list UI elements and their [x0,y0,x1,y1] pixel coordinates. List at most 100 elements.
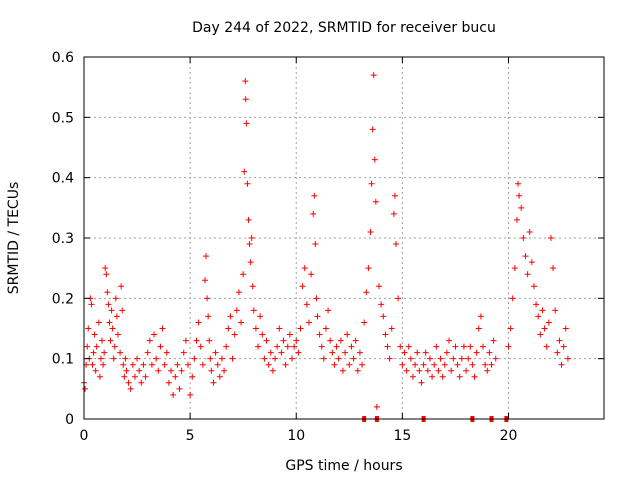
data-point [114,331,121,338]
data-point [111,343,118,350]
data-point [333,343,340,350]
data-point [207,355,214,362]
x-tick-label: 0 [80,428,89,444]
data-point [100,361,107,368]
data-point [161,361,168,368]
data-point [327,337,334,344]
data-point [335,355,342,362]
data-point [148,361,155,368]
data-point [223,343,230,350]
data-point [246,241,253,248]
data-point [295,349,302,356]
data-point [482,361,489,368]
data-point [108,307,115,314]
data-point [233,307,240,314]
data-point [241,168,248,175]
data-point [214,361,221,368]
data-point [368,180,375,187]
data-point [274,343,281,350]
data-point [227,313,234,320]
data-point [172,373,179,380]
data-point [322,325,329,332]
axis-ticks: 0 0.1 0.2 0.3 0.4 0.5 0.6 0 5 10 15 20 [52,50,604,444]
data-point [543,343,550,350]
data-point [431,361,438,368]
data-point [310,210,317,217]
data-point [515,180,522,187]
data-point [530,283,537,290]
data-point [407,355,414,362]
data-point [203,253,210,260]
data-point [513,216,520,223]
data-point [426,355,433,362]
data-point [218,355,225,362]
data-point [412,361,419,368]
data-point [424,367,431,374]
data-point [552,307,559,314]
data-point [112,295,119,302]
data-point [518,204,525,211]
data-point [201,277,208,284]
data-point [107,337,114,344]
data-point [282,361,289,368]
data-point [348,343,355,350]
data-point [342,349,349,356]
data-point [382,331,389,338]
data-point [443,349,450,356]
data-point [354,367,361,374]
data-point [153,355,160,362]
data-point [125,379,132,386]
data-point [221,367,228,374]
x-axis-label: GPS time / hours [285,458,402,474]
data-point [454,361,461,368]
data-point [123,367,130,374]
data-point [113,313,120,320]
data-point [562,325,569,332]
data-point [446,337,453,344]
data-point [140,361,147,368]
data-point [356,349,363,356]
data-point [240,271,247,278]
data-point [286,331,293,338]
data-point [372,198,379,205]
data-point [391,192,398,199]
data-point [547,235,554,241]
data-point [168,367,175,374]
data-point [119,307,126,314]
data-point [401,349,408,356]
data-point [437,355,444,362]
data-point [174,361,181,368]
data-point [505,343,512,350]
data-point [284,343,291,350]
data-point [299,283,306,290]
data-point [244,180,251,187]
data-point [397,343,404,350]
data-point [163,349,170,356]
data-point [520,235,527,241]
data-point [380,313,387,320]
data-point [90,349,97,356]
data-point [403,367,410,374]
data-point [524,271,531,278]
data-point [91,331,98,338]
data-point [122,355,129,362]
data-point [229,355,236,362]
data-point [376,283,383,290]
data-point [85,325,92,332]
data-point [405,343,412,350]
data-point [250,307,257,314]
data-point [312,241,319,248]
data-point [367,228,374,235]
data-point [314,313,321,320]
y-tick-label: 0.5 [52,110,74,126]
data-point [550,265,557,272]
data-point [259,331,266,338]
data-point [121,373,128,380]
data-point [102,265,109,272]
data-point [136,367,143,374]
data-point [329,349,336,356]
data-point [361,319,368,326]
data-point [390,210,397,217]
data-point [467,343,474,350]
data-point [185,361,191,368]
